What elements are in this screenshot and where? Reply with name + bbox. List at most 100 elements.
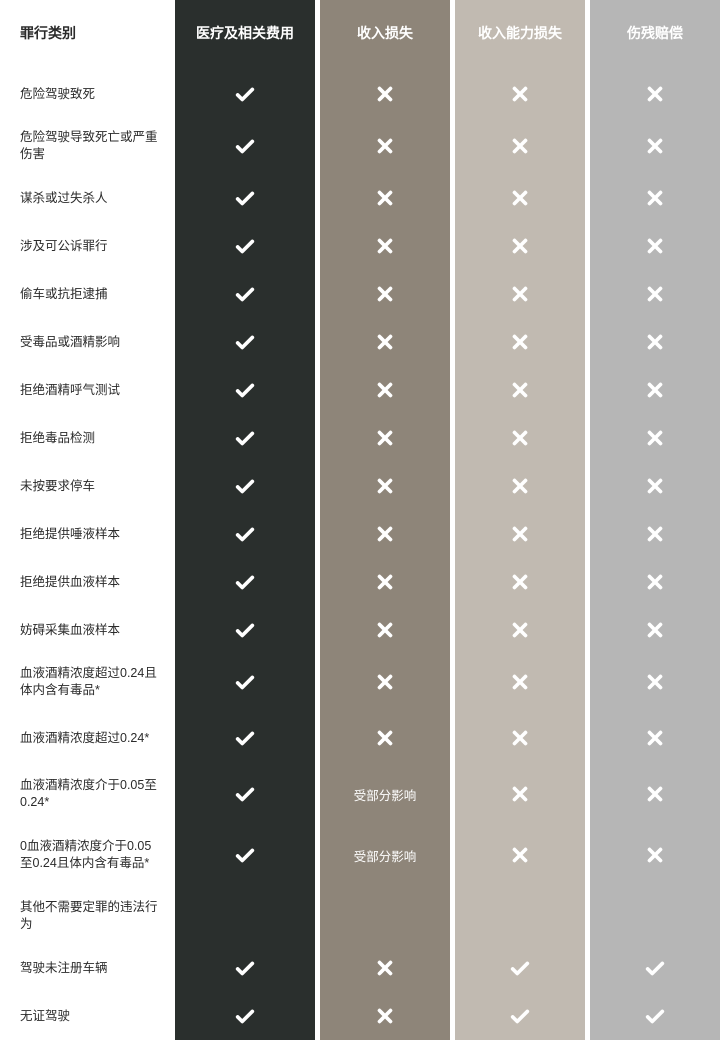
cross-icon bbox=[374, 727, 396, 749]
cross-icon bbox=[374, 235, 396, 257]
cross-icon bbox=[644, 235, 666, 257]
cell-c2 bbox=[320, 606, 450, 654]
row-label: 危险驾驶导致死亡或严重伤害 bbox=[0, 118, 175, 174]
cell-c2 bbox=[320, 992, 450, 1040]
cross-icon bbox=[374, 331, 396, 353]
cell-c2 bbox=[320, 174, 450, 222]
cross-icon bbox=[509, 475, 531, 497]
cross-icon bbox=[644, 379, 666, 401]
cross-icon bbox=[374, 379, 396, 401]
cell-c3 bbox=[455, 118, 585, 174]
cross-icon bbox=[509, 331, 531, 353]
header-c1: 医疗及相关费用 bbox=[175, 0, 315, 70]
row-label: 拒绝提供唾液样本 bbox=[0, 510, 175, 558]
cell-c3 bbox=[455, 414, 585, 462]
row-label: 血液酒精浓度超过0.24* bbox=[0, 710, 175, 766]
cell-c3 bbox=[455, 558, 585, 606]
cell-c4 bbox=[590, 414, 720, 462]
check-icon bbox=[509, 957, 531, 979]
cell-c4 bbox=[590, 366, 720, 414]
cross-icon bbox=[374, 571, 396, 593]
cell-c2 bbox=[320, 888, 450, 944]
cross-icon bbox=[644, 475, 666, 497]
cross-icon bbox=[644, 671, 666, 693]
cell-c1 bbox=[175, 710, 315, 766]
cross-icon bbox=[644, 83, 666, 105]
cell-c1 bbox=[175, 222, 315, 270]
column-labels: 罪行类别 危险驾驶致死危险驾驶导致死亡或严重伤害谋杀或过失杀人涉及可公诉罪行偷车… bbox=[0, 0, 175, 1040]
cell-c2 bbox=[320, 558, 450, 606]
c4-cells bbox=[590, 70, 720, 1040]
cell-c2 bbox=[320, 318, 450, 366]
cross-icon bbox=[509, 135, 531, 157]
cell-c4 bbox=[590, 510, 720, 558]
cell-c3 bbox=[455, 366, 585, 414]
cross-icon bbox=[644, 844, 666, 866]
cross-icon bbox=[644, 523, 666, 545]
row-label: 拒绝提供血液样本 bbox=[0, 558, 175, 606]
offence-benefits-table: 罪行类别 危险驾驶致死危险驾驶导致死亡或严重伤害谋杀或过失杀人涉及可公诉罪行偷车… bbox=[0, 0, 724, 1040]
cross-icon bbox=[374, 671, 396, 693]
cross-icon bbox=[509, 844, 531, 866]
cell-c4 bbox=[590, 822, 720, 888]
column-income-loss: 收入损失 受部分影响受部分影响 bbox=[320, 0, 450, 1040]
cell-c3 bbox=[455, 462, 585, 510]
cell-c3 bbox=[455, 606, 585, 654]
cell-c3 bbox=[455, 510, 585, 558]
check-icon bbox=[644, 957, 666, 979]
cell-c1 bbox=[175, 462, 315, 510]
cell-c2 bbox=[320, 654, 450, 710]
cell-c4 bbox=[590, 654, 720, 710]
cell-c4 bbox=[590, 318, 720, 366]
c3-cells bbox=[455, 70, 585, 1040]
cross-icon bbox=[509, 727, 531, 749]
row-label: 涉及可公诉罪行 bbox=[0, 222, 175, 270]
header-c3: 收入能力损失 bbox=[455, 0, 585, 70]
row-label: 其他不需要定罪的违法行为 bbox=[0, 888, 175, 944]
cross-icon bbox=[509, 523, 531, 545]
c2-cells: 受部分影响受部分影响 bbox=[320, 70, 450, 1040]
cell-c2 bbox=[320, 944, 450, 992]
cross-icon bbox=[509, 187, 531, 209]
cross-icon bbox=[509, 427, 531, 449]
column-disability-comp: 伤残赔偿 bbox=[590, 0, 720, 1040]
cell-c1 bbox=[175, 174, 315, 222]
check-icon bbox=[234, 671, 256, 693]
check-icon bbox=[234, 523, 256, 545]
cell-c2 bbox=[320, 118, 450, 174]
cell-c4 bbox=[590, 944, 720, 992]
cell-c1 bbox=[175, 558, 315, 606]
cross-icon bbox=[644, 135, 666, 157]
check-icon bbox=[234, 727, 256, 749]
cell-c1 bbox=[175, 366, 315, 414]
check-icon bbox=[234, 957, 256, 979]
cross-icon bbox=[509, 283, 531, 305]
row-label: 血液酒精浓度介于0.05至0.24* bbox=[0, 766, 175, 822]
check-icon bbox=[234, 331, 256, 353]
cross-icon bbox=[374, 135, 396, 157]
cell-c1 bbox=[175, 118, 315, 174]
cell-c3 bbox=[455, 174, 585, 222]
cell-c1 bbox=[175, 414, 315, 462]
cell-c1 bbox=[175, 270, 315, 318]
header-c2: 收入损失 bbox=[320, 0, 450, 70]
cell-c4 bbox=[590, 174, 720, 222]
cell-c4 bbox=[590, 992, 720, 1040]
check-icon bbox=[234, 783, 256, 805]
check-icon bbox=[234, 844, 256, 866]
row-label: 无证驾驶 bbox=[0, 992, 175, 1040]
cell-c2 bbox=[320, 222, 450, 270]
check-icon bbox=[234, 571, 256, 593]
cell-c4 bbox=[590, 558, 720, 606]
cell-c4 bbox=[590, 606, 720, 654]
cell-c1 bbox=[175, 944, 315, 992]
cell-c1 bbox=[175, 822, 315, 888]
cross-icon bbox=[374, 475, 396, 497]
cell-c3 bbox=[455, 992, 585, 1040]
row-label: 妨碍采集血液样本 bbox=[0, 606, 175, 654]
label-cells: 危险驾驶致死危险驾驶导致死亡或严重伤害谋杀或过失杀人涉及可公诉罪行偷车或抗拒逮捕… bbox=[0, 70, 175, 1040]
cell-c2: 受部分影响 bbox=[320, 766, 450, 822]
cell-c2 bbox=[320, 414, 450, 462]
header-c4: 伤残赔偿 bbox=[590, 0, 720, 70]
cell-c4 bbox=[590, 462, 720, 510]
